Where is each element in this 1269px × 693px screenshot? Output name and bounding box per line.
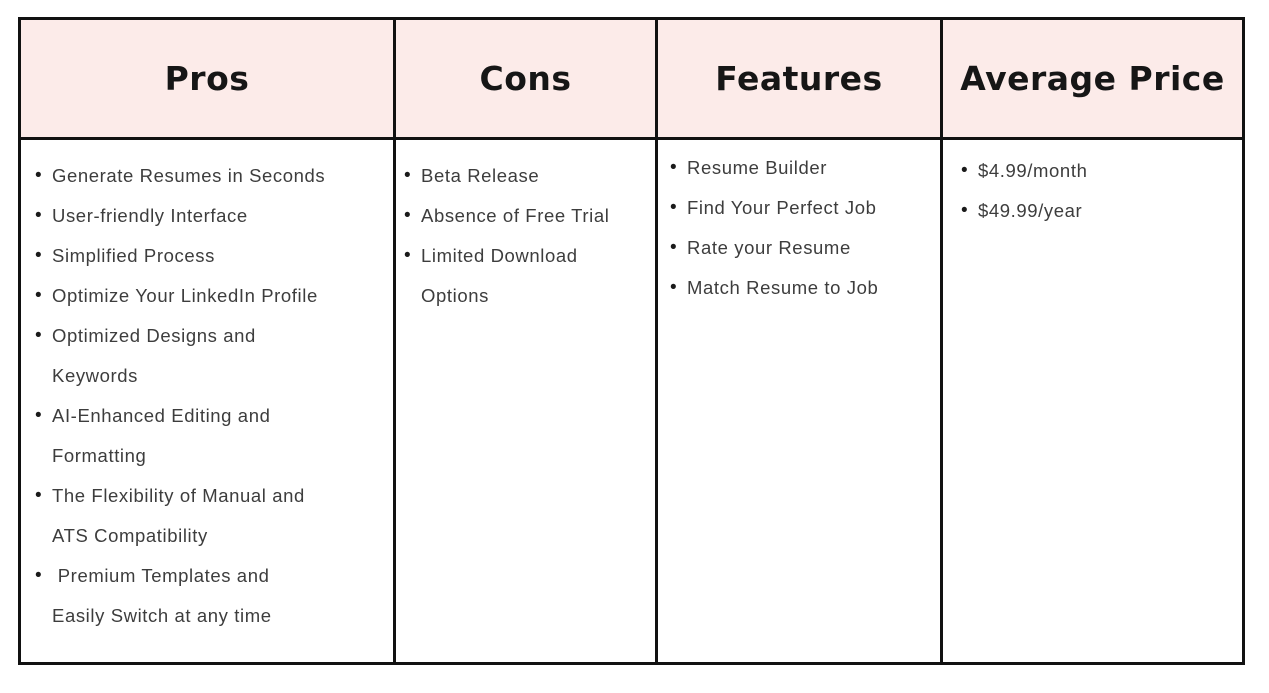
list-item: • $49.99/year (961, 191, 1236, 231)
cons-list: • Beta Release • Absence of Free Trial •… (396, 140, 655, 662)
list-item-text: AI-Enhanced Editing and Formatting (52, 405, 271, 466)
bullet-icon: • (35, 165, 43, 186)
list-item: • Find Your Perfect Job (670, 188, 934, 228)
header-cell-average-price: Average Price (943, 20, 1242, 140)
list-item-text: The Flexibility of Manual and ATS Compat… (52, 485, 305, 546)
list-item-text: Beta Release (421, 165, 540, 186)
bullet-icon: • (35, 485, 43, 506)
pros-list: • Generate Resumes in Seconds • User-fri… (21, 140, 393, 662)
list-item: • Simplified Process (35, 236, 387, 276)
list-item: • Beta Release (404, 156, 653, 196)
list-item: • Optimize Your LinkedIn Profile (35, 276, 387, 316)
average-price-list: • $4.99/month • $49.99/year (943, 140, 1242, 662)
column-average-price: Average Price • $4.99/month • $49.99/yea… (943, 20, 1242, 662)
list-item-text: Match Resume to Job (687, 277, 879, 298)
bullet-icon: • (670, 237, 678, 258)
list-item: • Absence of Free Trial (404, 196, 653, 236)
header-cell-cons: Cons (396, 20, 655, 140)
list-item-text: Optimized Designs and Keywords (52, 325, 256, 386)
list-item: • Rate your Resume (670, 228, 934, 268)
bullet-icon: • (961, 160, 969, 181)
bullet-icon: • (961, 200, 969, 221)
bullet-icon: • (670, 157, 678, 178)
list-item: • Optimized Designs and Keywords (35, 316, 387, 396)
bullet-icon: • (35, 325, 43, 346)
list-item-text: Limited Download Options (421, 245, 578, 306)
bullet-icon: • (35, 405, 43, 426)
list-item-text: $4.99/month (978, 160, 1088, 181)
comparison-table: Pros • Generate Resumes in Seconds • Use… (18, 17, 1245, 665)
column-pros: Pros • Generate Resumes in Seconds • Use… (21, 20, 396, 662)
bullet-icon: • (404, 165, 412, 186)
list-item: • Generate Resumes in Seconds (35, 156, 387, 196)
column-cons: Cons • Beta Release • Absence of Free Tr… (396, 20, 658, 662)
list-item: • User-friendly Interface (35, 196, 387, 236)
bullet-icon: • (404, 205, 412, 226)
list-item-text: Generate Resumes in Seconds (52, 165, 326, 186)
list-item-text: Optimize Your LinkedIn Profile (52, 285, 318, 306)
header-cell-pros: Pros (21, 20, 393, 140)
list-item-text: Simplified Process (52, 245, 215, 266)
header-cell-features: Features (658, 20, 940, 140)
list-item-text: $49.99/year (978, 200, 1083, 221)
list-item: • Resume Builder (670, 148, 934, 188)
list-item-text: User-friendly Interface (52, 205, 248, 226)
list-item: • The Flexibility of Manual and ATS Comp… (35, 476, 387, 556)
list-item-text: Rate your Resume (687, 237, 851, 258)
column-features: Features • Resume Builder • Find Your Pe… (658, 20, 943, 662)
bullet-icon: • (35, 205, 43, 226)
list-item: • $4.99/month (961, 151, 1236, 191)
list-item-text: Absence of Free Trial (421, 205, 610, 226)
bullet-icon: • (35, 245, 43, 266)
list-item: • AI-Enhanced Editing and Formatting (35, 396, 387, 476)
bullet-icon: • (404, 245, 412, 266)
list-item-text: Find Your Perfect Job (687, 197, 877, 218)
bullet-icon: • (35, 285, 43, 306)
bullet-icon: • (670, 197, 678, 218)
list-item: • Match Resume to Job (670, 268, 934, 308)
list-item: • Limited Download Options (404, 236, 653, 316)
features-list: • Resume Builder • Find Your Perfect Job… (658, 140, 940, 662)
bullet-icon: • (670, 277, 678, 298)
list-item: • Premium Templates and Easily Switch at… (35, 556, 387, 636)
list-item-text: Resume Builder (687, 157, 828, 178)
bullet-icon: • (35, 565, 43, 586)
list-item-text: Premium Templates and Easily Switch at a… (52, 565, 272, 626)
